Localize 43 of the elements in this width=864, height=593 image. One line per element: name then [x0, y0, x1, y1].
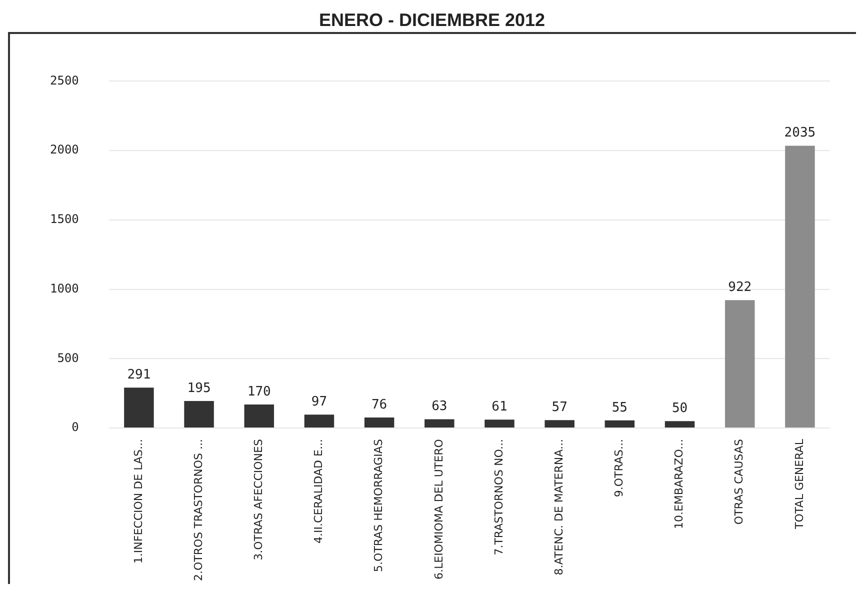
- bar: [724, 300, 755, 428]
- x-tick-label: 3.OTRAS AFECCIONES: [252, 439, 265, 560]
- chart-title: ENERO - DICIEMBRE 2012: [318, 9, 546, 32]
- bar: [124, 388, 154, 428]
- x-tick-label: 5.OTRAS HEMORRAGIAS: [372, 439, 386, 572]
- data-label: 57: [552, 400, 568, 416]
- x-tick-label: 7.TRASTORNOS NO...: [492, 439, 506, 556]
- bar: [484, 420, 514, 428]
- bar: [664, 421, 695, 428]
- x-tick-label: 2.OTROS TRASTORNOS ...: [192, 439, 205, 581]
- data-label: 63: [432, 399, 448, 414]
- y-tick-label: 0: [72, 420, 79, 434]
- bar: [244, 404, 274, 428]
- x-tick-label: 1.INFECCION DE LAS...: [132, 439, 145, 564]
- x-tick-label: 8.ATENC. DE MATERNA...: [552, 439, 566, 576]
- bar: [544, 420, 574, 428]
- y-tick-label: 500: [57, 350, 79, 365]
- y-tick-label: 1500: [50, 212, 79, 226]
- data-label: 291: [127, 368, 151, 383]
- data-label: 76: [371, 397, 388, 412]
- bar: [424, 419, 454, 428]
- bar: [364, 418, 394, 428]
- x-tick-label: 6.LEIOMIOMA DEL UTERO: [432, 438, 446, 580]
- bar: [604, 420, 635, 428]
- y-tick-label: 1000: [50, 281, 79, 296]
- x-tick-label: TOTAL GENERAL: [792, 438, 806, 530]
- bar: [184, 400, 214, 428]
- data-label: 61: [492, 399, 508, 414]
- bar: [785, 146, 815, 428]
- data-label: 170: [247, 384, 271, 400]
- bar: [304, 414, 334, 428]
- y-tick-label: 2500: [50, 73, 79, 88]
- data-label: 97: [311, 394, 328, 410]
- data-label: 195: [187, 380, 211, 396]
- data-label: 922: [728, 280, 752, 296]
- data-label: 2035: [784, 126, 816, 141]
- data-label: 50: [672, 400, 688, 416]
- x-tick-label: 4.II.CERALIDAD E...: [312, 439, 326, 544]
- data-label: 55: [612, 400, 628, 416]
- x-tick-label: 9.OTRAS...: [612, 439, 626, 498]
- x-tick-label: 10.EMBARAZO...: [672, 439, 686, 530]
- y-tick-label: 2000: [50, 142, 79, 157]
- x-tick-label: OTRAS CAUSAS: [732, 439, 746, 525]
